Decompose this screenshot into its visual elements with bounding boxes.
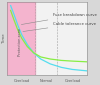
- Text: Normal: Normal: [39, 79, 52, 83]
- Bar: [8, 2, 35, 75]
- Text: Overload: Overload: [13, 79, 29, 83]
- Text: Cable tolerance curve: Cable tolerance curve: [23, 22, 96, 32]
- Y-axis label: Time: Time: [2, 34, 6, 43]
- Text: Fuse breakdown curve: Fuse breakdown curve: [21, 13, 97, 25]
- Text: Overload: Overload: [64, 79, 80, 83]
- Text: Protection zone: Protection zone: [18, 28, 22, 56]
